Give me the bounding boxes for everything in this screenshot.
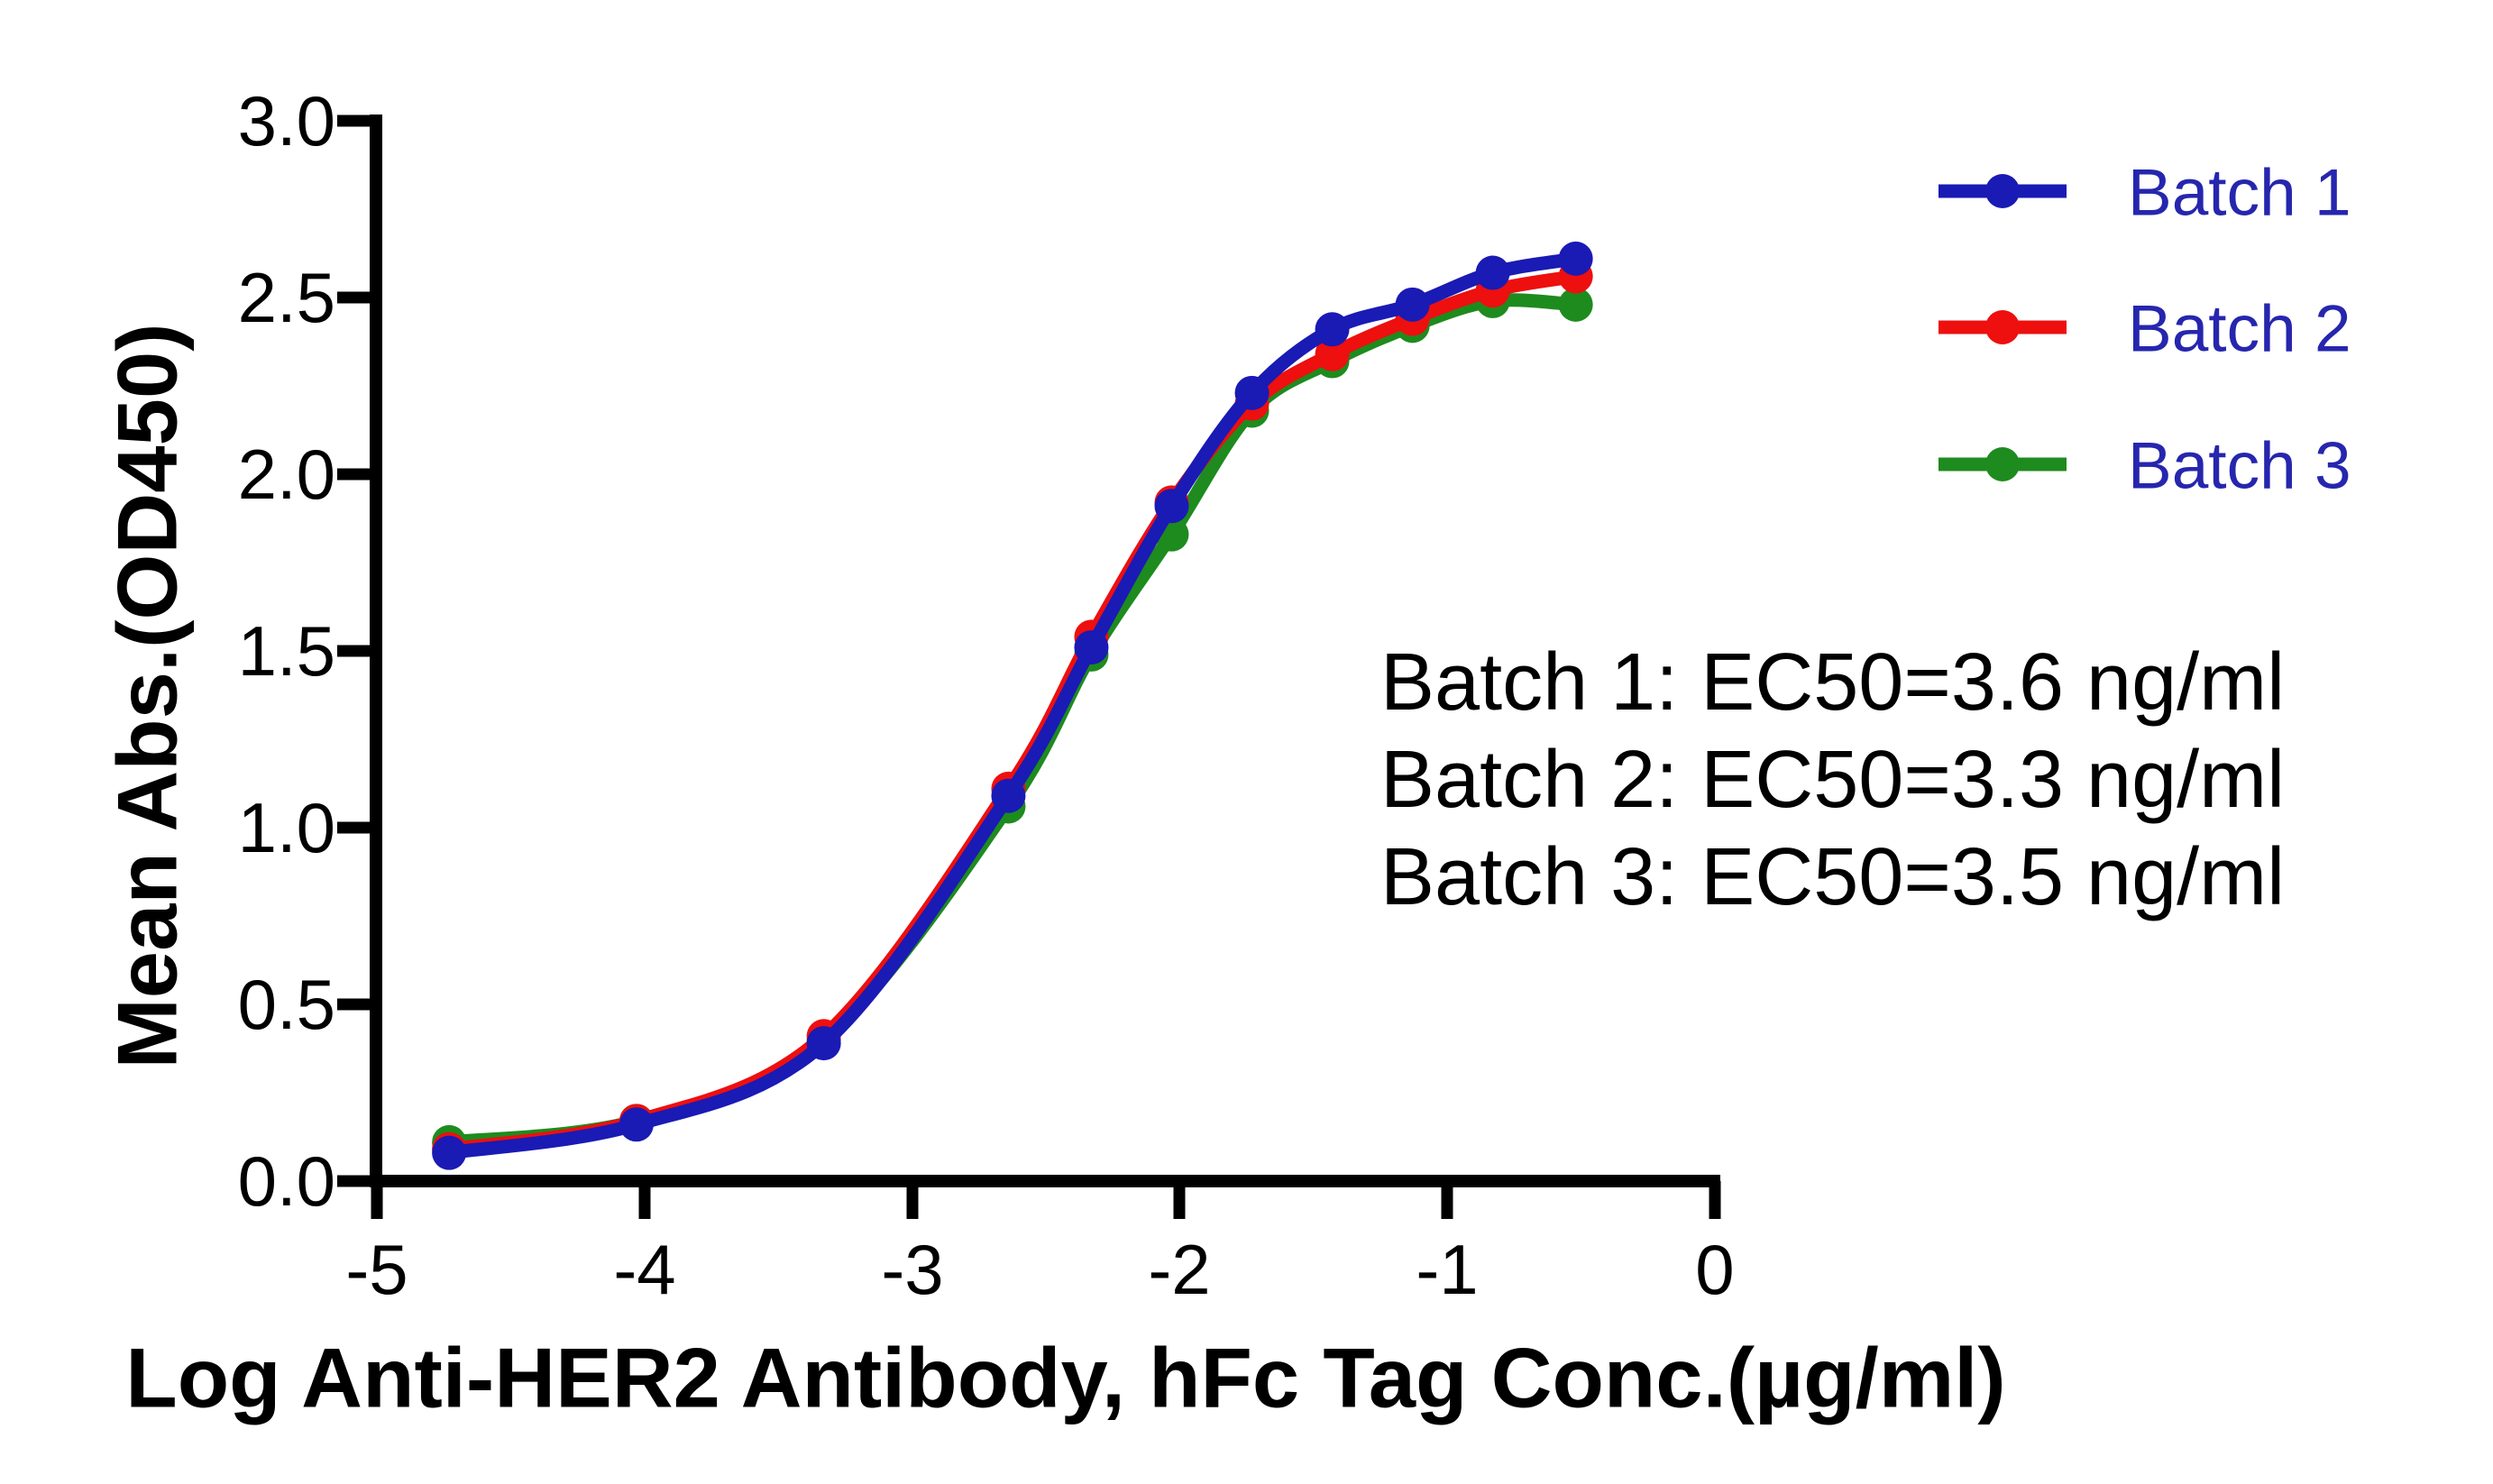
legend-label: Batch 1 (2128, 157, 2351, 230)
y-tick-label: 3.0 (238, 81, 335, 160)
legend-label: Batch 3 (2128, 430, 2351, 503)
data-point-marker-batch-1 (432, 1135, 467, 1170)
legend: Batch 1 Batch 2 Batch 3 (1938, 157, 2351, 503)
data-point-marker-batch-1 (1074, 630, 1109, 665)
y-tick-label: 2.0 (238, 435, 335, 514)
data-point-marker-batch-1 (1234, 375, 1269, 410)
data-point-marker-batch-1 (1315, 312, 1350, 347)
data-point-marker-batch-2 (1315, 336, 1350, 371)
x-tick-labels: -5 -4 -3 -2 -1 0 (345, 1230, 1734, 1309)
data-point-marker-batch-1 (1475, 255, 1510, 290)
x-tick-label: -1 (1416, 1230, 1478, 1309)
data-point-marker-batch-1 (1154, 489, 1189, 524)
legend-label: Batch 2 (2128, 293, 2351, 366)
axes (337, 115, 1721, 1219)
ec50-annotation-batch-2: Batch 2: EC50=3.3 ng/ml (1380, 735, 2285, 825)
data-point-marker-batch-1 (619, 1107, 654, 1142)
data-point-marker-batch-1 (806, 1026, 841, 1061)
data-point-marker-batch-1 (1558, 241, 1593, 276)
x-tick-label: -3 (881, 1230, 943, 1309)
legend-item-batch-2: Batch 2 (1938, 293, 2351, 366)
x-tick-label: -5 (345, 1230, 408, 1309)
y-tick-labels: 3.0 2.5 2.0 1.5 1.0 0.5 0.0 (238, 81, 335, 1221)
data-point-marker-batch-1 (991, 778, 1026, 813)
y-tick-label: 0.0 (238, 1141, 335, 1221)
x-tick-label: -2 (1148, 1230, 1210, 1309)
legend-dot-marker (1985, 174, 2020, 208)
data-point-marker-batch-1 (1395, 287, 1430, 322)
y-tick-label: 1.0 (238, 788, 335, 867)
x-tick-label: -4 (613, 1230, 675, 1309)
y-axis-title: Mean Abs.(OD450) (100, 323, 195, 1068)
y-tick-label: 2.5 (238, 258, 335, 337)
legend-item-batch-1: Batch 1 (1938, 157, 2351, 230)
ec50-annotation-batch-3: Batch 3: EC50=3.5 ng/ml (1380, 832, 2285, 922)
x-axis-title: Log Anti-HER2 Antibody, hFc Tag Conc.(µg… (125, 1331, 2005, 1425)
ec50-annotation-batch-1: Batch 1: EC50=3.6 ng/ml (1380, 637, 2285, 728)
ec50-annotations: Batch 1: EC50=3.6 ng/ml Batch 2: EC50=3.… (1380, 637, 2285, 922)
legend-dot-marker (1985, 310, 2020, 344)
data-point-marker-batch-3 (1558, 287, 1593, 322)
x-tick-label: 0 (1695, 1230, 1734, 1309)
y-tick-label: 0.5 (238, 965, 335, 1044)
series-curves (432, 241, 1593, 1170)
y-tick-label: 1.5 (238, 611, 335, 691)
legend-dot-marker (1985, 447, 2020, 481)
legend-item-batch-3: Batch 3 (1938, 430, 2351, 503)
